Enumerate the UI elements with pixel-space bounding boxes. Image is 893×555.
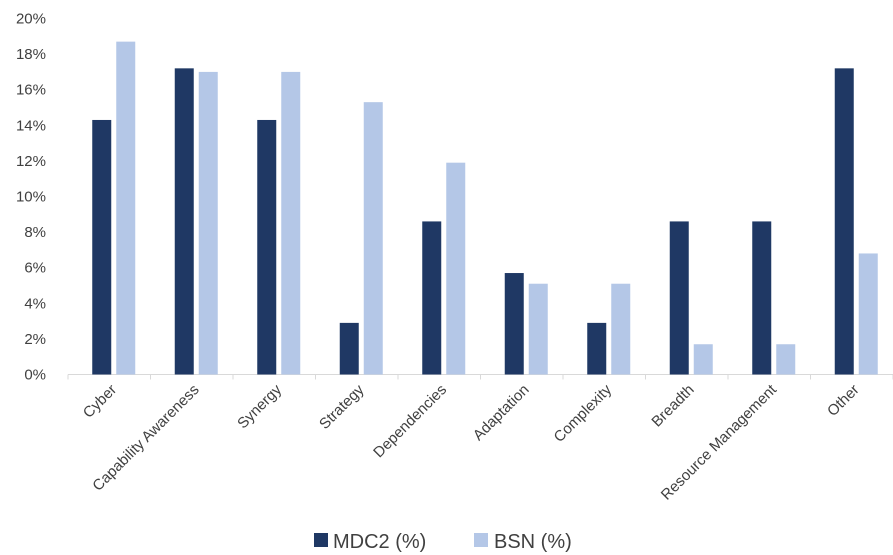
y-tick-label: 12% (16, 153, 46, 170)
x-category-label: Adaptation (470, 381, 533, 444)
x-category-label: Complexity (551, 381, 616, 446)
legend-swatch-mdc2 (314, 533, 328, 547)
x-category-label: Breadth (648, 381, 697, 430)
y-tick-label: 16% (16, 82, 46, 99)
y-tick-label: 10% (16, 189, 46, 206)
legend-swatch-bsn (474, 533, 488, 547)
bar-bsn (446, 162, 466, 375)
bar-mdc2 (752, 221, 772, 375)
y-tick-label: 4% (24, 295, 46, 312)
x-category-label: Other (824, 381, 863, 420)
x-category-label: Synergy (234, 381, 285, 432)
bar-mdc2 (257, 119, 277, 375)
bar-mdc2 (834, 68, 854, 375)
x-category-label: Cyber (80, 381, 120, 421)
bar-mdc2 (422, 221, 442, 375)
bar-mdc2 (174, 68, 194, 375)
x-category-label: Strategy (316, 381, 368, 433)
y-tick-label: 8% (24, 224, 46, 241)
bar-mdc2 (339, 322, 359, 375)
x-axis (67, 374, 893, 380)
y-tick-label: 14% (16, 117, 46, 134)
y-tick-label: 2% (24, 331, 46, 348)
bar-bsn (693, 344, 713, 375)
bar-mdc2 (92, 119, 112, 375)
bar-bsn (281, 71, 301, 375)
legend-label-bsn: BSN (%) (494, 531, 572, 553)
bars (92, 41, 878, 375)
bar-mdc2 (587, 322, 607, 375)
bar-mdc2 (669, 221, 689, 375)
bar-bsn (611, 283, 631, 375)
bar-bsn (528, 283, 548, 375)
y-axis: 0% 2% 4% 6% 8% 10% 12% 14% 16% 18% 20% (16, 11, 46, 384)
bar-bsn (776, 344, 796, 375)
bar-bsn (363, 102, 383, 375)
x-category-label: Dependencies (370, 381, 450, 461)
bar-bsn (198, 71, 218, 375)
bar-bsn (116, 41, 136, 375)
y-tick-label: 0% (24, 367, 46, 384)
y-tick-label: 6% (24, 260, 46, 277)
legend-label-mdc2: MDC2 (%) (333, 531, 426, 553)
y-tick-label: 20% (16, 11, 46, 28)
y-tick-label: 18% (16, 46, 46, 63)
bar-mdc2 (504, 273, 524, 375)
bar-bsn (858, 253, 878, 375)
legend: MDC2 (%) BSN (%) (314, 531, 572, 553)
